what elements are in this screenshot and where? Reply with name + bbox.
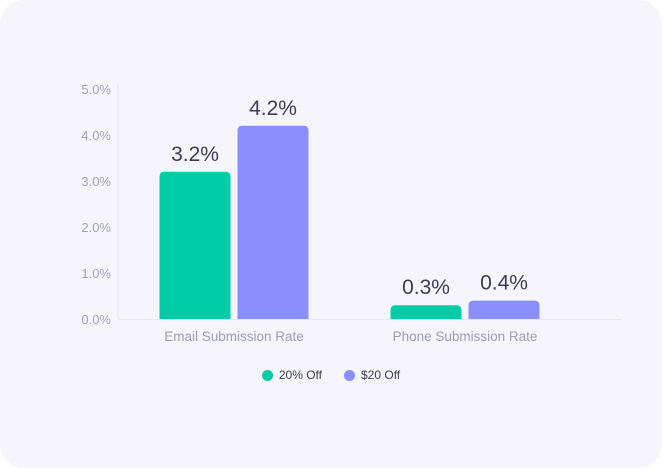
data-label: 4.2% (249, 97, 297, 120)
legend: 20% Off $20 Off (0, 368, 662, 382)
y-tick-label: 0.0% (81, 312, 111, 327)
data-label: 3.2% (171, 143, 219, 166)
legend-swatch-series-2 (344, 369, 355, 381)
legend-item-series-1[interactable]: 20% Off (261, 368, 322, 382)
bar[interactable] (468, 300, 540, 319)
legend-label-series-1: 20% Off (278, 368, 322, 382)
bar[interactable] (390, 305, 462, 319)
data-label: 0.4% (480, 272, 528, 295)
x-category-label: Email Submission Rate (164, 329, 304, 344)
legend-label-series-2: $20 Off (361, 368, 401, 382)
legend-item-series-2[interactable]: $20 Off (344, 368, 400, 382)
legend-swatch-series-1 (261, 369, 273, 381)
y-tick-label: 2.0% (81, 220, 111, 235)
bar[interactable] (159, 171, 231, 319)
y-tick-label: 3.0% (81, 174, 111, 189)
x-category-label: Phone Submission Rate (393, 329, 538, 344)
y-tick-label: 1.0% (81, 266, 111, 281)
bar[interactable] (237, 125, 309, 319)
y-tick-label: 4.0% (81, 128, 111, 143)
data-label: 0.3% (402, 276, 450, 299)
y-tick-label: 5.0% (81, 82, 111, 97)
